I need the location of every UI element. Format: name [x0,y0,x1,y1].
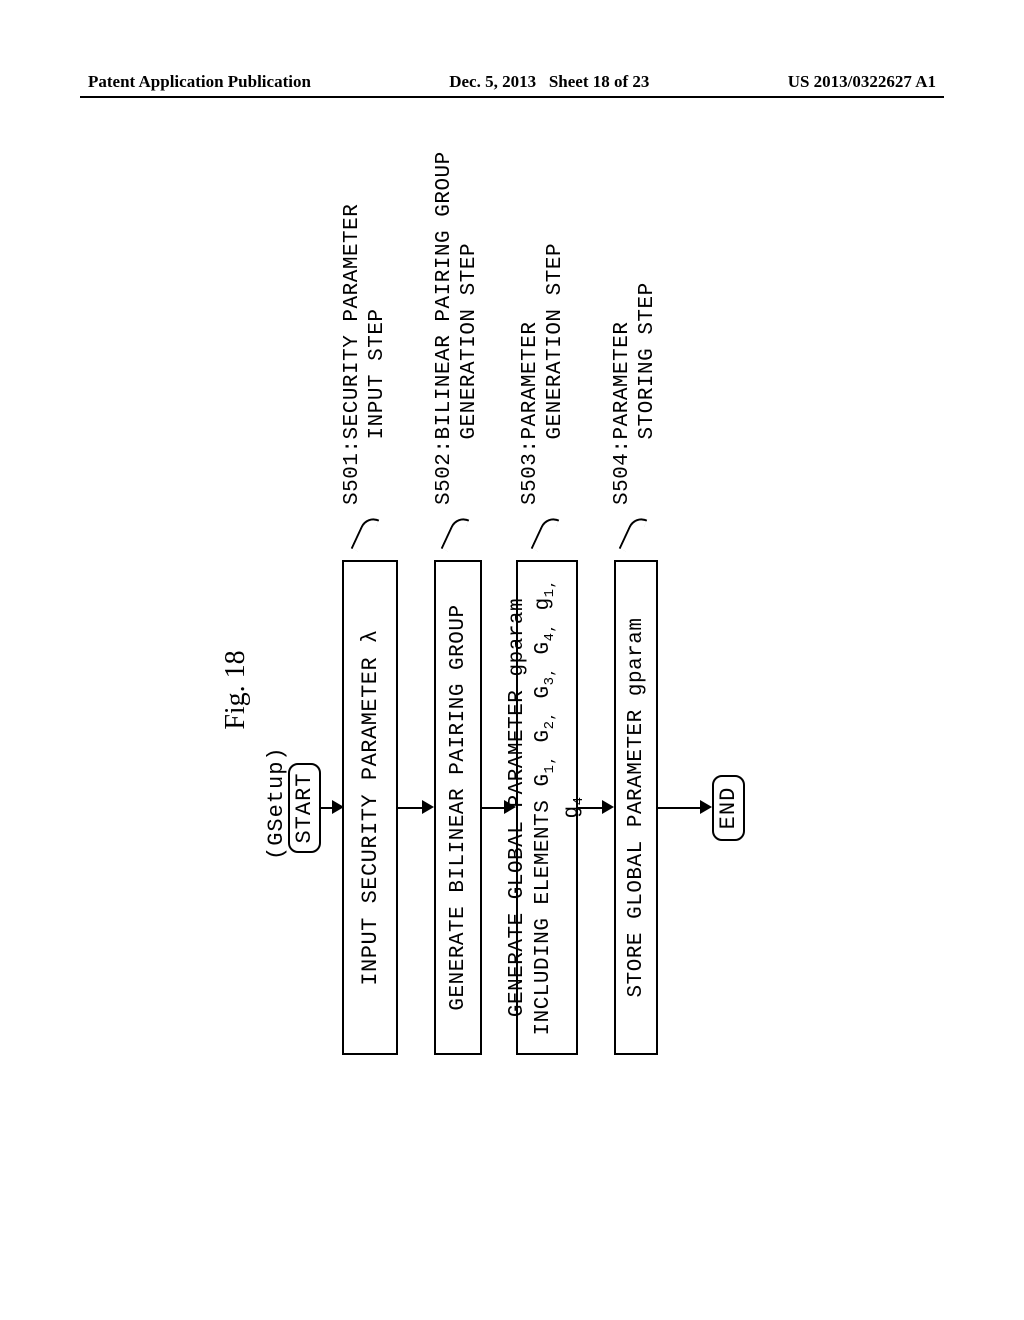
arrow-head-icon [422,801,434,815]
step-s503: GENERATE GLOBAL PARAMETER gparam INCLUDI… [516,560,578,1055]
arrow-line [398,807,422,809]
callout-leader-icon [619,514,648,554]
start-terminator: START [288,763,321,853]
arrow-line [578,807,602,809]
step-s504: STORE GLOBAL PARAMETER gparam [614,560,658,1055]
callout-s504: S504:PARAMETER STORING STEP [610,282,660,505]
callout-s503: S503:PARAMETER GENERATION STEP [518,243,568,505]
gsetup-label: (GSetup) [264,746,289,860]
step-text: GENERATE BILINEAR PAIRING GROUP [447,604,470,1010]
page-header: Patent Application Publication Dec. 5, 2… [0,72,1024,92]
step-text: INPUT SECURITY PARAMETER λ [358,629,383,985]
callout-leader-icon [441,514,470,554]
header-pubno: US 2013/0322627 A1 [788,72,936,92]
callout-s502: S502:BILINEAR PAIRING GROUP GENERATION S… [432,151,482,505]
header-left: Patent Application Publication [88,72,311,92]
arrow-line [320,807,332,809]
arrow-head-icon [700,801,712,815]
callout-leader-icon [531,514,560,554]
arrow-line [482,807,504,809]
step-text: GENERATE GLOBAL PARAMETER gparam INCLUDI… [505,572,589,1043]
header-rule [80,96,944,98]
arrow-head-icon [602,801,614,815]
arrow-line [658,807,700,809]
figure-title: Fig. 18 [220,650,252,729]
step-s502: GENERATE BILINEAR PAIRING GROUP [434,560,482,1055]
diagram-canvas: Fig. 18 (GSetup) START INPUT SECURITY PA… [220,280,760,1100]
end-terminator: END [712,775,745,841]
header-center: Dec. 5, 2013 Sheet 18 of 23 [449,72,649,92]
callout-leader-icon [351,514,380,554]
step-text: STORE GLOBAL PARAMETER gparam [625,618,648,998]
step-s501: INPUT SECURITY PARAMETER λ [342,560,398,1055]
callout-s501: S501:SECURITY PARAMETER INPUT STEP [340,204,390,505]
